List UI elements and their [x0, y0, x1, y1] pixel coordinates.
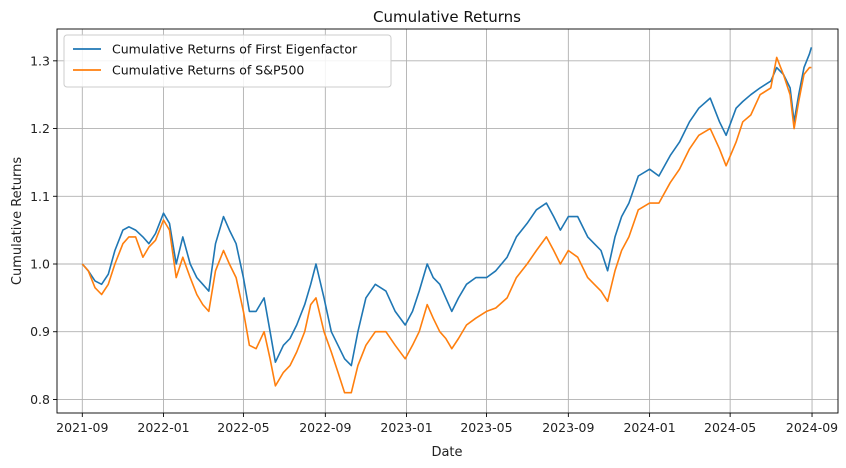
y-axis-label: Cumulative Returns — [10, 157, 25, 285]
legend: Cumulative Returns of First Eigenfactor … — [63, 34, 392, 88]
x-tick-label: 2024-01 — [623, 420, 675, 435]
series-line-0 — [81, 47, 813, 367]
y-tick-label: 1.2 — [30, 121, 50, 136]
axis-ticks: 2021-09 2022-01 2022-05 2022-09 2023-01 2023-… — [30, 53, 838, 435]
series-line-1 — [81, 56, 812, 394]
plot-frame — [56, 28, 839, 414]
y-tick-label: 1.0 — [30, 257, 50, 272]
legend-label-eigenfactor: Cumulative Returns of First Eigenfactor — [112, 42, 358, 57]
y-tick-label: 0.8 — [30, 392, 50, 407]
legend-label-sp500: Cumulative Returns of S&P500 — [112, 63, 304, 78]
x-tick-label: 2024-05 — [704, 420, 756, 435]
x-tick-label: 2024-09 — [786, 420, 838, 435]
y-tick-label: 1.3 — [30, 53, 50, 68]
chart-title: Cumulative Returns — [373, 8, 521, 26]
series-lines — [81, 47, 813, 394]
y-tick-label: 0.9 — [30, 324, 50, 339]
grid — [57, 29, 838, 413]
x-tick-label: 2023-01 — [380, 420, 432, 435]
x-tick-label: 2021-09 — [56, 420, 108, 435]
x-tick-label: 2023-09 — [542, 420, 594, 435]
x-tick-label: 2022-09 — [299, 420, 351, 435]
legend-box — [63, 34, 392, 88]
y-tick-label: 1.1 — [30, 189, 50, 204]
x-tick-label: 2022-01 — [137, 420, 189, 435]
x-tick-label: 2022-05 — [217, 420, 269, 435]
x-tick-label: 2023-05 — [460, 420, 512, 435]
x-axis-label: Date — [431, 445, 462, 460]
